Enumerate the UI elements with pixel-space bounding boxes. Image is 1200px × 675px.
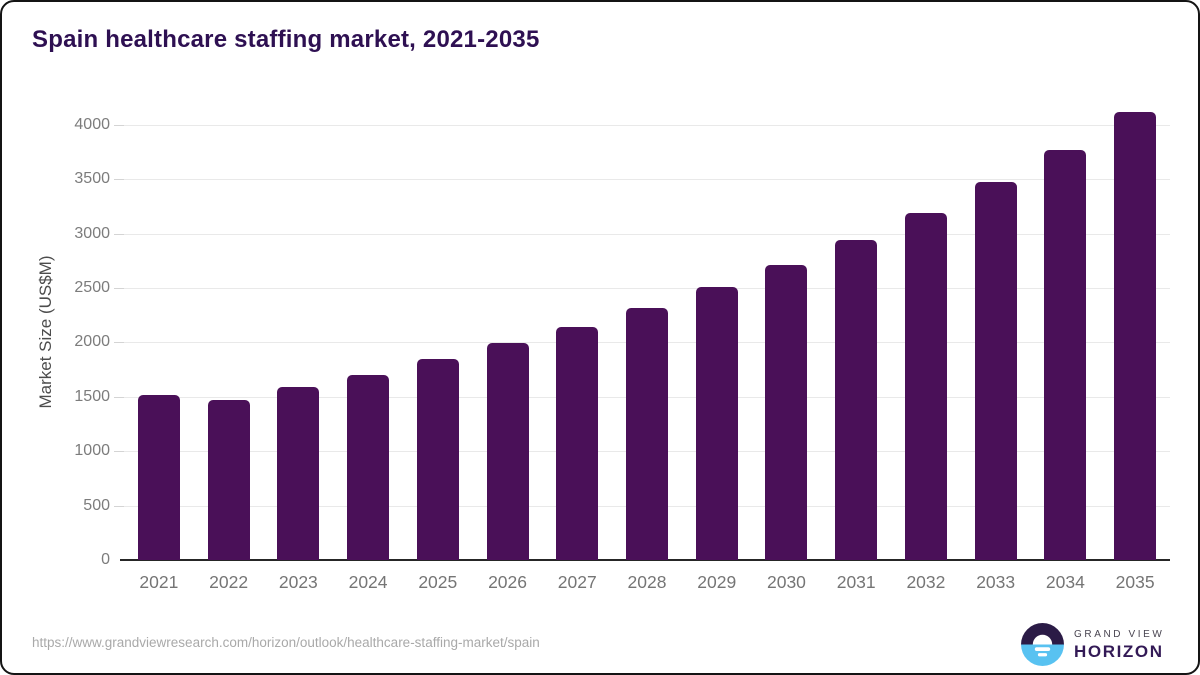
bar-2032 (904, 212, 947, 560)
y-tick-mark (114, 451, 124, 453)
x-tick-label: 2027 (557, 572, 597, 592)
x-tick-label: 2028 (627, 572, 667, 592)
bar-2034 (1044, 149, 1087, 560)
horizon-sun-icon (1021, 623, 1064, 666)
y-tick-mark (114, 233, 124, 235)
bar-2033 (974, 182, 1017, 560)
x-tick-label: 2026 (488, 572, 527, 592)
x-tick-label: 2034 (1045, 572, 1085, 592)
x-tick-label: 2025 (418, 572, 458, 592)
x-tick-label: 2032 (906, 572, 946, 592)
y-tick-mark (114, 179, 124, 181)
bar-2035 (1114, 112, 1157, 560)
gridline (124, 287, 1170, 289)
gridline (124, 179, 1170, 181)
y-tick-label: 1000 (74, 442, 110, 460)
y-tick-label: 2500 (74, 278, 110, 296)
bar-2022 (207, 399, 250, 560)
y-tick-mark (114, 505, 124, 507)
x-tick-label: 2035 (1115, 572, 1155, 592)
gridline (124, 233, 1170, 235)
y-tick-label: 4000 (74, 115, 110, 133)
x-tick-label: 2031 (836, 572, 876, 592)
y-tick-label: 0 (101, 551, 110, 568)
y-tick-label: 2000 (74, 333, 110, 351)
y-tick-label: 3000 (74, 224, 110, 242)
bar-2024 (347, 375, 390, 560)
bar-2021 (137, 395, 180, 560)
y-tick-label: 500 (83, 496, 110, 514)
bar-2023 (277, 387, 320, 560)
grand-view-horizon-logo: GRAND VIEW HORIZON (1020, 622, 1164, 667)
x-tick-label: 2024 (348, 572, 388, 592)
y-axis-title: Market Size (US$M) (36, 255, 55, 409)
source-url: https://www.grandviewresearch.com/horizo… (32, 635, 540, 650)
y-tick-mark (114, 396, 124, 398)
x-tick-label: 2033 (976, 572, 1016, 592)
bar-2027 (556, 326, 599, 560)
y-tick-label: 1500 (74, 387, 110, 405)
bar-2030 (765, 264, 808, 560)
y-tick-mark (114, 287, 124, 289)
x-tick-label: 2022 (209, 572, 249, 592)
logo-product-name: HORIZON (1074, 642, 1164, 661)
x-axis-line (120, 559, 1170, 561)
x-tick-label: 2029 (697, 572, 737, 592)
chart-title: Spain healthcare staffing market, 2021-2… (32, 26, 540, 53)
bar-2028 (626, 308, 668, 560)
gridline (124, 124, 1170, 126)
y-tick-mark (114, 124, 124, 126)
bar-2031 (835, 240, 878, 560)
y-tick-label: 3500 (74, 170, 110, 188)
bar-2025 (416, 359, 459, 560)
x-tick-label: 2030 (766, 572, 806, 592)
x-tick-label: 2023 (278, 572, 318, 592)
x-tick-label: 2021 (139, 572, 179, 592)
y-tick-mark (114, 342, 124, 344)
logo-brand-name: GRAND VIEW (1074, 629, 1165, 640)
bar-2026 (486, 343, 529, 560)
logo-text: GRAND VIEW HORIZON (1074, 629, 1164, 660)
plot-area: 0 500 1000 1500 2000 2500 3000 3500 4000 2021 2022… (74, 103, 1170, 592)
bar-2029 (695, 286, 738, 560)
